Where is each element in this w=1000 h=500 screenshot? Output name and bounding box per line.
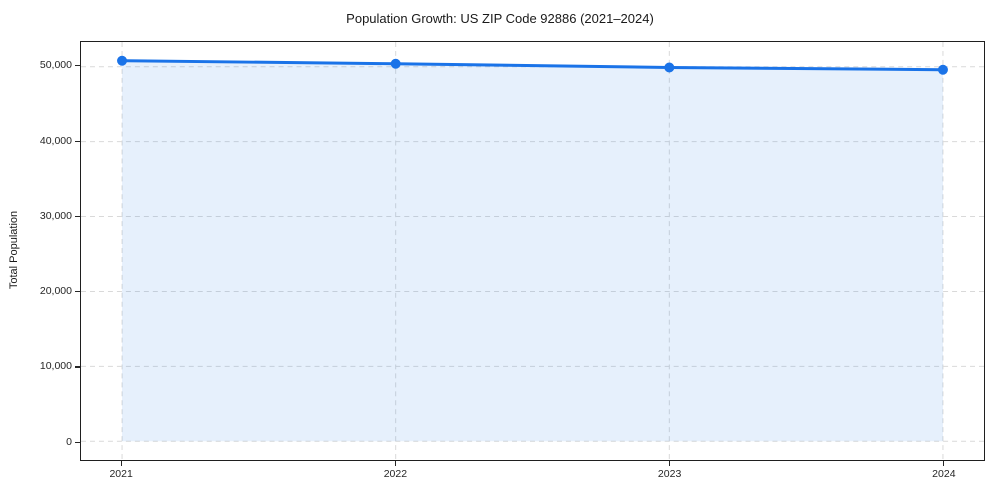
y-tick-label: 40,000 (39, 134, 72, 147)
x-tick-mark (943, 461, 945, 466)
x-tick-mark (394, 461, 396, 466)
y-tick-mark (75, 366, 80, 368)
y-tick-mark (75, 441, 80, 443)
chart-title: Population Growth: US ZIP Code 92886 (20… (346, 11, 654, 26)
data-point-marker (937, 64, 948, 75)
x-tick-mark (120, 461, 122, 466)
x-tick-label: 2023 (657, 468, 682, 480)
data-point-marker (390, 58, 401, 69)
area-fill (122, 60, 943, 442)
y-tick-label: 50,000 (39, 59, 72, 72)
x-tick-label: 2021 (109, 468, 133, 480)
x-tick-mark (669, 461, 671, 466)
y-tick-label: 0 (66, 435, 72, 448)
x-tick-label: 2022 (383, 468, 408, 480)
data-point-marker (117, 55, 128, 66)
y-tick-mark (75, 140, 80, 142)
y-tick-label: 20,000 (39, 285, 72, 298)
y-tick-label: 30,000 (39, 209, 72, 222)
x-tick-label: 2024 (932, 468, 956, 480)
y-tick-mark (75, 215, 80, 217)
y-tick-label: 10,000 (39, 360, 72, 373)
y-tick-mark (75, 65, 80, 67)
plot-area (80, 41, 985, 461)
data-point-marker (664, 62, 675, 73)
y-tick-mark (75, 291, 80, 293)
line-series (120, 59, 945, 72)
plot-canvas (81, 42, 984, 460)
